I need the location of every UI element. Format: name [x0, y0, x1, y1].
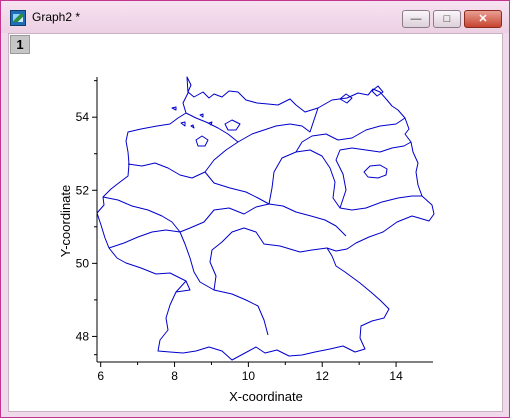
x-tick-label: 8 [171, 369, 178, 383]
berlin-outline [363, 164, 388, 179]
island [339, 93, 353, 104]
island [371, 85, 384, 97]
island [199, 113, 204, 118]
maximize-button[interactable]: □ [433, 10, 461, 28]
state-border [335, 141, 412, 209]
y-tick-label: 50 [76, 256, 90, 270]
island [208, 121, 213, 126]
hamburg-outline [224, 119, 241, 131]
state-border [295, 117, 406, 153]
country-border [96, 76, 435, 361]
island [190, 124, 195, 129]
state-border [102, 196, 181, 233]
graph-page[interactable] [8, 33, 503, 412]
x-tick-label: 10 [242, 369, 256, 383]
x-tick-label: 6 [97, 369, 104, 383]
y-tick-label: 54 [76, 110, 90, 124]
map-outline [96, 76, 435, 361]
graph-window-icon[interactable] [10, 10, 26, 26]
state-border [179, 231, 269, 336]
state-border [209, 227, 328, 291]
y-tick-label: 48 [76, 329, 90, 343]
island [180, 121, 186, 127]
x-axis-title: X-coordinate [229, 389, 303, 404]
island [171, 106, 177, 111]
y-axis-title: Y-coordinate [58, 185, 73, 258]
y-tick-labels: 48 50 52 54 [76, 110, 90, 343]
state-border [108, 203, 347, 249]
x-tick-label: 14 [389, 369, 403, 383]
close-button[interactable]: ✕ [464, 10, 502, 28]
window-title: Graph2 * [32, 10, 81, 24]
state-border [175, 280, 191, 293]
layer-number-badge[interactable]: 1 [10, 35, 30, 54]
state-border [127, 162, 270, 205]
state-border [204, 107, 319, 173]
axes [92, 77, 433, 367]
x-tick-label: 12 [316, 369, 330, 383]
minimize-button[interactable]: — [402, 10, 430, 28]
x-tick-labels: 6 8 10 12 14 [97, 369, 403, 383]
bremen-outline [195, 135, 209, 147]
state-border [268, 149, 422, 211]
title-bar[interactable]: Graph2 * — □ ✕ [1, 1, 509, 33]
y-tick-label: 52 [76, 183, 90, 197]
state-border [185, 112, 239, 143]
